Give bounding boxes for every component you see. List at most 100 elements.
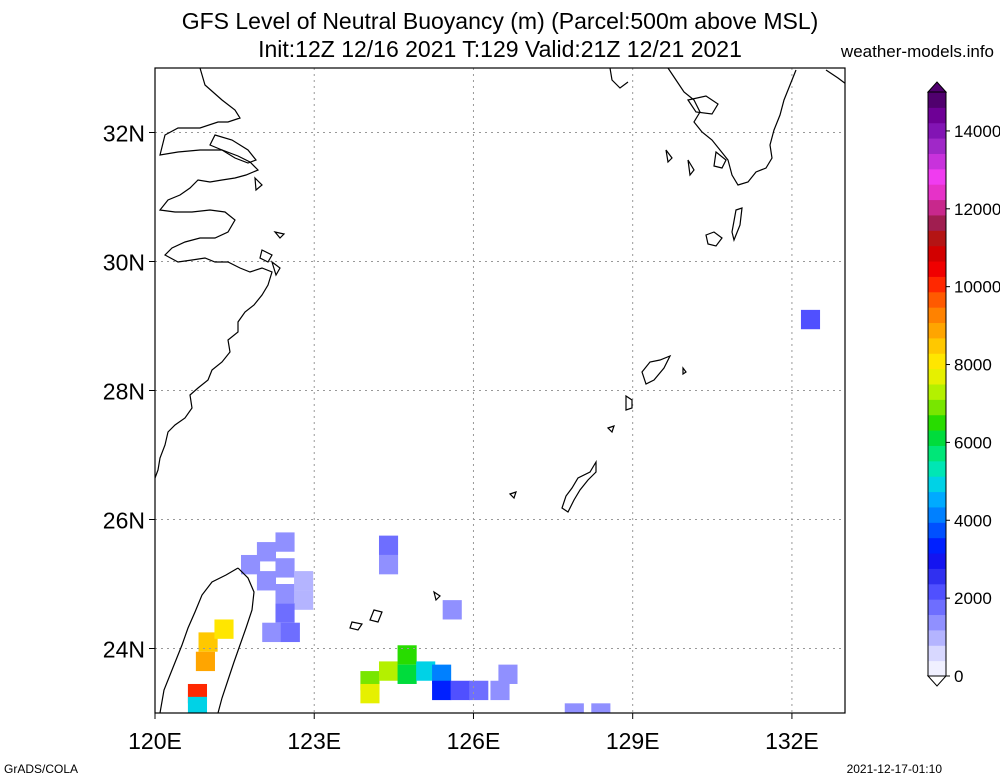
field-cell [450, 680, 470, 701]
colorbar-swatch [928, 92, 946, 108]
field-cell [378, 661, 399, 681]
colorbar-swatch [928, 230, 946, 247]
field-cell [469, 680, 489, 701]
field-cell [397, 645, 417, 665]
lon-tick-label: 120E [128, 728, 182, 754]
colorbar-swatch [928, 353, 946, 370]
colorbar-swatch [928, 307, 946, 324]
colorbar-swatch [928, 291, 946, 308]
colorbar-frame [927, 91, 947, 677]
colorbar-swatch [928, 430, 946, 446]
colorbar-swatch [928, 322, 946, 339]
field-cell [360, 683, 380, 704]
footer-software: GrADS/COLA [4, 762, 79, 776]
lat-tick-label: 28N [103, 379, 145, 405]
field-cell [214, 619, 234, 639]
colorbar-swatch [928, 660, 946, 677]
field-cell [800, 309, 821, 330]
colorbar-tick-label: 10000 [954, 278, 1000, 297]
buoyancy-field [187, 309, 821, 713]
field-cell [294, 590, 314, 610]
colorbar-swatch [928, 384, 946, 400]
colorbar-swatch [928, 337, 946, 354]
colorbar-swatch [928, 614, 946, 631]
colorbar-swatch [928, 107, 946, 124]
colorbar-swatch [928, 506, 946, 523]
colorbar-swatch [928, 599, 946, 616]
colorbar-tick-label: 0 [954, 667, 963, 686]
lat-tick-label: 30N [103, 250, 145, 276]
field-cell [432, 680, 452, 701]
field-cell [187, 696, 208, 713]
colorbar-swatch [928, 460, 946, 477]
coastlines [155, 68, 845, 713]
colorbar-swatch [928, 214, 946, 231]
colorbar-swatch [928, 522, 946, 539]
field-cell [240, 554, 261, 575]
field-cell [432, 664, 452, 684]
colorbar-swatch [928, 245, 946, 262]
map-gridlines [155, 68, 845, 713]
colorbar-tick-label: 6000 [954, 433, 992, 452]
map-title: GFS Level of Neutral Buoyancy (m) (Parce… [181, 8, 819, 34]
field-cell [378, 535, 399, 555]
field-cell [498, 664, 518, 684]
colorbar-tick-label: 12000 [954, 200, 1000, 219]
colorbar-swatch [928, 138, 946, 154]
lat-tick-label: 24N [103, 637, 145, 663]
field-cell [442, 600, 462, 620]
colorbar-swatch [928, 537, 946, 554]
colorbar-swatch [928, 476, 946, 493]
colorbar-swatch [928, 368, 946, 385]
colorbar-tick-label: 4000 [954, 511, 992, 530]
colorbar-swatch [928, 153, 946, 170]
field-cell [256, 542, 277, 562]
lon-tick-label: 132E [765, 728, 819, 754]
colorbar-min-arrow [926, 675, 948, 687]
colorbar-tick-label: 2000 [954, 589, 992, 608]
colorbar-swatch [928, 399, 946, 416]
colorbar-swatch [928, 553, 946, 569]
lon-tick-label: 129E [606, 728, 660, 754]
field-cell [275, 532, 295, 552]
field-cell [397, 664, 417, 684]
colorbar-swatch [928, 168, 946, 185]
field-cell [198, 632, 218, 652]
field-cell [275, 584, 295, 604]
colorbar-swatch [928, 184, 946, 201]
map-subtitle: Init:12Z 12/16 2021 T:129 Valid:21Z 12/2… [258, 36, 742, 62]
colorbar-swatch [928, 199, 946, 216]
site-credit: weather-models.info [840, 42, 994, 61]
field-cell [416, 661, 436, 681]
map-axes: 120E 123E 126E 129E 132E 24N 26N 28N 30N 32N [103, 121, 819, 755]
field-cell [280, 622, 300, 643]
colorbar-swatch [928, 445, 946, 462]
lat-tick-label: 26N [103, 508, 145, 534]
colorbar-tick-label: 8000 [954, 356, 992, 375]
colorbar-swatch [928, 491, 946, 508]
field-cell [490, 680, 510, 701]
field-cell [378, 554, 399, 575]
lon-tick-label: 126E [447, 728, 501, 754]
lon-tick-label: 123E [287, 728, 341, 754]
colorbar-swatch [928, 568, 946, 585]
colorbar-swatch [928, 122, 946, 139]
field-cell [275, 603, 295, 623]
field-cell [262, 622, 282, 643]
field-cell [564, 703, 584, 713]
field-cell [256, 571, 277, 591]
field-cell [195, 651, 215, 672]
field-cell [294, 571, 314, 591]
colorbar: 0 2000 4000 6000 8000 10000 12000 14000 [926, 81, 1000, 687]
colorbar-swatch [928, 583, 946, 600]
footer-timestamp: 2021-12-17-01:10 [846, 762, 942, 776]
field-cell [275, 558, 295, 578]
lat-tick-label: 32N [103, 121, 145, 147]
colorbar-swatch [928, 276, 946, 293]
colorbar-swatch [928, 645, 946, 662]
field-cell [591, 703, 611, 713]
colorbar-swatch [928, 414, 946, 431]
colorbar-swatch [928, 629, 946, 646]
